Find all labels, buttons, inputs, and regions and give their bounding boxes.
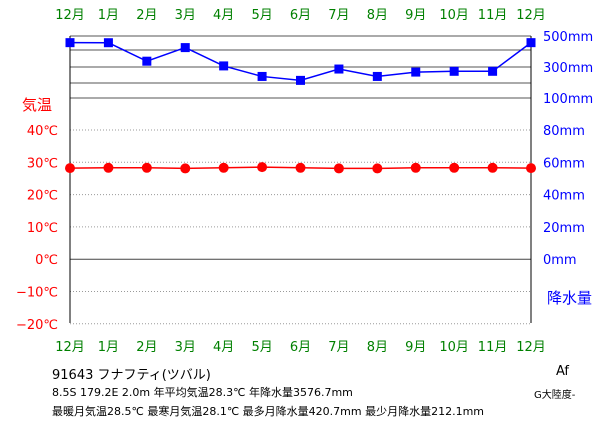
temp-tick-label: −20℃	[16, 318, 58, 333]
month-label-bottom: 1月	[98, 340, 119, 355]
precip-lower-tick-label: 0mm	[543, 253, 577, 268]
month-label-bottom: 3月	[175, 340, 196, 355]
month-label-bottom: 10月	[439, 340, 469, 355]
temp-axis-label: 気温	[22, 96, 52, 114]
temperature-point	[372, 163, 383, 174]
month-label-bottom: 5月	[251, 340, 272, 355]
temp-tick-label: 40℃	[27, 124, 58, 139]
precipitation-point	[142, 56, 152, 66]
precipitation-line	[69, 41, 532, 82]
chart-series	[65, 38, 536, 174]
precipitation-point	[411, 67, 421, 77]
temp-tick-label: 20℃	[27, 189, 58, 204]
temperature-point	[180, 163, 191, 174]
temperature-point	[333, 163, 344, 174]
precipitation-point	[103, 38, 113, 48]
temp-tick-label: 30℃	[27, 156, 58, 171]
month-label-bottom: 7月	[328, 340, 349, 355]
month-label-top: 12月	[516, 8, 546, 23]
precipitation-point	[526, 38, 536, 48]
temp-tick-label: 10℃	[27, 221, 58, 236]
temperature-point	[295, 162, 306, 173]
temperature-point	[218, 162, 229, 173]
precip-axis-label: 降水量	[547, 289, 592, 307]
month-label-top: 12月	[55, 8, 85, 23]
month-label-bottom: 6月	[290, 340, 311, 355]
chart-grid	[70, 35, 531, 325]
precipitation-point	[180, 43, 190, 53]
climate-classification: Af	[556, 364, 570, 379]
temperature-point	[65, 163, 75, 174]
month-label-top: 1月	[98, 8, 119, 23]
precipitation-point	[257, 71, 267, 81]
month-label-top: 4月	[213, 8, 234, 23]
month-label-top: 6月	[290, 8, 311, 23]
temperature-point	[487, 162, 498, 173]
month-label-top: 5月	[251, 8, 272, 23]
month-label-top: 7月	[328, 8, 349, 23]
precip-lower-tick-label: 20mm	[543, 221, 585, 236]
station-stats-line-2: 最暖月気温28.5℃ 最寒月気温28.1℃ 最多月降水量420.7mm 最少月降…	[52, 405, 485, 418]
temp-tick-label: −10℃	[16, 286, 58, 301]
month-label-bottom: 4月	[213, 340, 234, 355]
precip-upper-tick-label: 300mm	[543, 61, 593, 76]
precip-lower-tick-label: 60mm	[543, 156, 585, 171]
precip-upper-tick-label: 500mm	[543, 30, 593, 45]
precipitation-point	[296, 75, 305, 85]
station-name: 91643 フナフティ(ツバル)	[52, 368, 211, 383]
temperature-point	[449, 162, 460, 173]
continentality-index: G大陸度-	[534, 390, 576, 401]
temp-tick-label: 0℃	[35, 253, 58, 268]
station-stats-line-1: 8.5S 179.2E 2.0m 年平均気温28.3℃ 年降水量3576.7mm	[52, 386, 353, 399]
precip-lower-tick-label: 80mm	[543, 124, 585, 139]
precip-lower-tick-label: 40mm	[543, 189, 585, 204]
month-label-top: 3月	[175, 8, 196, 23]
month-label-bottom: 11月	[478, 340, 508, 355]
month-label-bottom: 12月	[516, 340, 546, 355]
precipitation-point	[219, 61, 229, 71]
month-label-bottom: 12月	[55, 340, 85, 355]
precip-upper-tick-label: 100mm	[543, 92, 593, 107]
precipitation-point	[372, 71, 382, 81]
chart-axes: 12月 12月 1月 1月 2月 2月 3月 3月 4月 4月 5月 5月 6月 6月 7月 7月 8月 8月 9月…	[16, 8, 593, 355]
temperature-point	[141, 162, 152, 173]
month-label-bottom: 2月	[136, 340, 157, 355]
temperature-point	[103, 162, 114, 173]
month-label-bottom: 9月	[405, 340, 426, 355]
precipitation-point	[334, 64, 344, 74]
month-label-top: 8月	[367, 8, 388, 23]
precipitation-point	[449, 66, 459, 76]
month-label-bottom: 8月	[367, 340, 388, 355]
temperature-point	[257, 162, 268, 173]
precipitation-point	[65, 38, 75, 48]
month-label-top: 9月	[405, 8, 426, 23]
temperature-point	[526, 163, 536, 174]
temperature-point	[410, 162, 421, 173]
precipitation-point	[488, 66, 498, 76]
month-label-top: 11月	[478, 8, 508, 23]
month-label-top: 2月	[136, 8, 157, 23]
month-label-top: 10月	[439, 8, 469, 23]
